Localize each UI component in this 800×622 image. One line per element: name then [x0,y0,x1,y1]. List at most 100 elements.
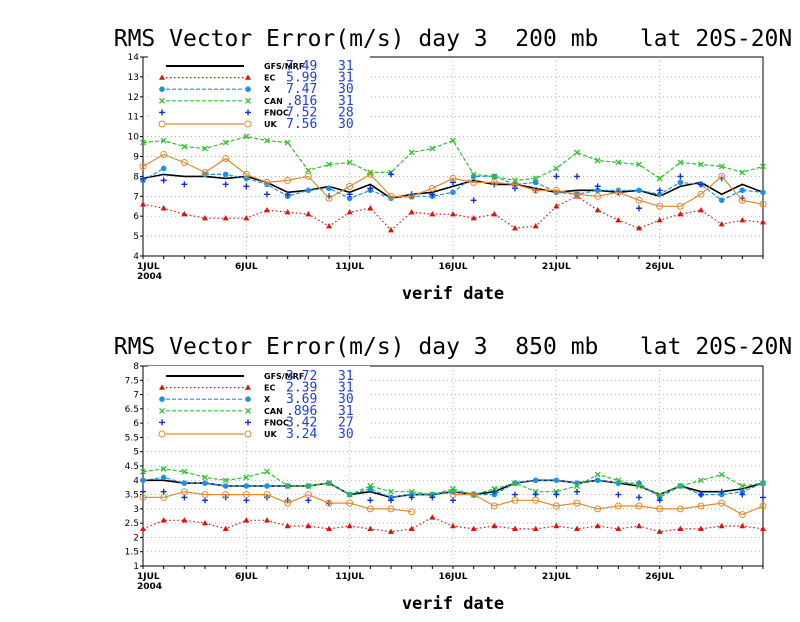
y-tick-label: 8 [133,362,139,372]
data-point [429,145,436,152]
y-tick-label: 14 [128,53,140,63]
data-point [512,480,518,487]
x-axis-label: verif date [402,594,504,614]
series-line [142,153,764,207]
data-point [284,176,292,184]
data-point [656,202,664,210]
data-point [366,505,374,513]
data-point [739,522,746,529]
data-point [656,216,663,223]
data-point [739,187,746,194]
legend-label: X [264,85,271,94]
legend-label: GFS/MRF [264,62,304,71]
data-point [408,525,415,532]
legend-mean: 7.56 [286,117,317,132]
data-point [243,474,250,481]
data-point [636,494,642,501]
legend-mean: 7.49 [286,59,317,74]
data-point [697,190,705,198]
x-tick-label: 1JUL [137,262,160,272]
y-tick-label: 7 [133,391,139,401]
data-point [449,174,457,182]
data-point [676,505,684,513]
data-point [532,477,539,484]
data-point [326,185,332,192]
data-point [656,497,663,504]
data-point [139,162,147,170]
data-point [160,517,167,523]
data-point [656,187,663,194]
y-tick-label: 2.5 [125,519,139,529]
data-point [574,149,580,156]
data-point [760,494,766,501]
data-point [491,488,498,495]
data-point [242,170,250,178]
data-point [594,505,602,513]
data-point [553,522,560,529]
data-point [222,171,229,178]
data-point [408,494,415,501]
data-point [636,483,642,489]
data-point [574,525,580,532]
data-point [450,179,456,186]
legend-marker [159,97,165,104]
legend-mean: 2.39 [286,381,317,396]
data-point [140,525,146,532]
data-point [512,525,518,532]
legend-marker [245,74,251,80]
data-point [656,528,663,534]
legend-mean: 3.42 [286,415,317,430]
legend-box [148,366,370,440]
data-point [429,191,436,198]
data-point [222,154,230,162]
data-point [264,191,270,198]
data-point [614,188,622,196]
data-point [367,185,374,192]
x-tick-label: 16JUL [439,572,468,582]
data-point [552,186,560,194]
data-point [201,168,209,176]
data-point [760,218,766,225]
data-point [243,133,250,140]
data-point [760,189,766,196]
data-point [573,190,581,198]
data-point [325,499,333,507]
data-point [491,522,498,529]
data-point [367,483,374,489]
y-tick-label: 2 [133,533,139,543]
data-point [202,497,208,504]
series-ec [140,514,766,534]
y-tick-label: 10 [128,133,140,143]
data-point [222,483,229,489]
legend-label: FNOC [264,108,289,117]
y-tick-label: 1 [133,562,139,572]
data-point [160,488,167,495]
data-point [450,485,456,492]
data-point [346,195,353,202]
data-point [574,483,580,489]
data-point [408,192,416,200]
data-point [202,171,208,178]
data-point [614,502,622,510]
data-point [305,211,312,217]
data-point [429,514,436,520]
data-point [180,488,188,496]
data-point [656,175,663,182]
data-point [718,522,725,529]
data-point [511,180,519,188]
series-uk [139,488,767,519]
data-point [160,205,167,211]
data-point [222,139,229,146]
data-point [140,468,146,475]
y-tick-label: 3.5 [125,491,139,501]
data-point [222,477,229,484]
y-tick-label: 6 [133,419,139,429]
data-point [429,494,436,501]
data-point [346,499,354,507]
data-point [739,216,746,223]
legend-marker [245,86,251,92]
data-point [180,158,188,166]
data-point [698,181,704,188]
x-tick-label: 11JUL [335,262,364,272]
data-point [511,496,519,504]
